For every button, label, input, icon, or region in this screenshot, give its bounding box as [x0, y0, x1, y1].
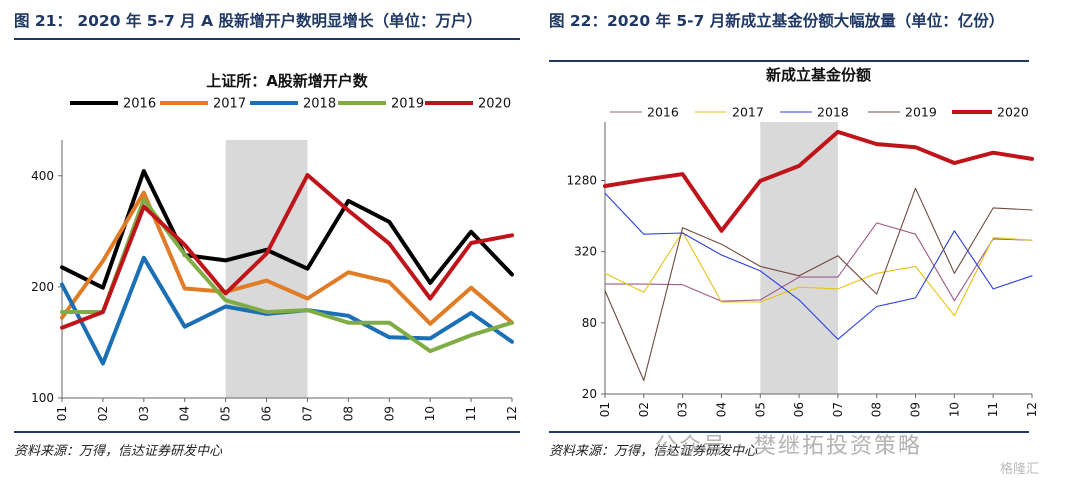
x-tick-label: 06	[792, 402, 806, 417]
highlight-band	[760, 122, 838, 394]
legend-label: 2019	[391, 97, 424, 112]
x-tick-label: 12	[505, 406, 519, 421]
x-tick-label: 08	[870, 402, 884, 417]
legend-label: 2019	[905, 105, 937, 120]
x-tick-label: 08	[341, 406, 355, 421]
y-tick-label: 320	[574, 245, 597, 259]
title-rule	[549, 60, 1029, 62]
series-line-2019	[604, 187, 1033, 382]
series-line-2016	[60, 169, 514, 290]
figure-title: 图 21： 2020 年 5-7 月 A 股新增开户数明显增长（单位：万户）	[14, 12, 482, 30]
y-tick-label: 400	[31, 169, 54, 183]
x-tick-label: 06	[260, 406, 274, 421]
y-tick-label: 20	[582, 387, 597, 401]
series-line-2017	[604, 231, 1033, 317]
x-tick-label: 11	[986, 402, 1000, 417]
series-line-2018	[604, 192, 1033, 340]
x-tick-label: 01	[598, 402, 612, 417]
x-tick-label: 02	[637, 402, 651, 417]
x-tick-label: 04	[714, 402, 728, 417]
source-rule	[14, 431, 520, 433]
title-rule	[14, 38, 520, 40]
chart-title: 上证所：A股新增开户数	[206, 72, 369, 90]
legend-label: 2018	[303, 97, 336, 112]
x-tick-label: 10	[947, 402, 961, 417]
source-note: 资料来源：万得，信达证券研发中心	[14, 444, 223, 459]
chart-new-accounts: 上证所：A股新增开户数 2016 2017 2018 2019 2020 100 200 400…	[31, 72, 519, 421]
legend-label: 2017	[732, 105, 764, 120]
x-tick-label: 10	[423, 406, 437, 421]
series-line-2020	[60, 173, 514, 330]
highlight-band	[225, 140, 308, 398]
x-tick-label: 03	[676, 402, 690, 417]
x-tick-label: 02	[96, 406, 110, 421]
legend-label: 2020	[478, 97, 511, 112]
source-note: 资料来源：万得，信达证券研发中心	[549, 444, 758, 459]
y-tick-label: 100	[31, 391, 54, 405]
legend-label: 2020	[997, 105, 1029, 120]
x-tick-label: 03	[137, 406, 151, 421]
watermark-logo: 格隆汇	[1000, 462, 1040, 477]
y-tick-label: 200	[31, 280, 54, 294]
x-tick-label: 05	[219, 406, 233, 421]
legend-label: 2017	[213, 97, 246, 112]
x-tick-label: 05	[753, 402, 767, 417]
series-line-2016	[604, 222, 1033, 302]
chart-title: 新成立基金份额	[766, 66, 871, 84]
series-line-2020	[603, 129, 1034, 233]
x-tick-label: 04	[178, 406, 192, 421]
x-tick-label: 11	[464, 406, 478, 421]
source-rule	[549, 431, 1029, 433]
x-tick-label: 07	[831, 402, 845, 417]
x-tick-label: 12	[1025, 402, 1039, 417]
legend-label: 2016	[647, 105, 679, 120]
y-tick-label: 80	[582, 316, 597, 330]
watermark: 公众号 · 樊继拓投资策略	[655, 434, 922, 459]
legend-label: 2016	[123, 97, 156, 112]
right-panel: 图 22：2020 年 5-7 月新成立基金份额大幅放量（单位：亿份） 新成立基…	[545, 0, 1080, 486]
series-line-2017	[60, 190, 514, 326]
x-tick-label: 09	[909, 402, 923, 417]
x-tick-label: 09	[382, 406, 396, 421]
figure-title: 图 22：2020 年 5-7 月新成立基金份额大幅放量（单位：亿份）	[549, 12, 1005, 30]
series-line-2019	[60, 197, 514, 354]
x-tick-label: 01	[55, 406, 69, 421]
x-tick-label: 07	[300, 406, 314, 421]
y-tick-label: 1280	[566, 173, 597, 187]
legend-label: 2018	[817, 105, 849, 120]
left-panel: 图 21： 2020 年 5-7 月 A 股新增开户数明显增长（单位：万户） 上…	[0, 0, 530, 486]
